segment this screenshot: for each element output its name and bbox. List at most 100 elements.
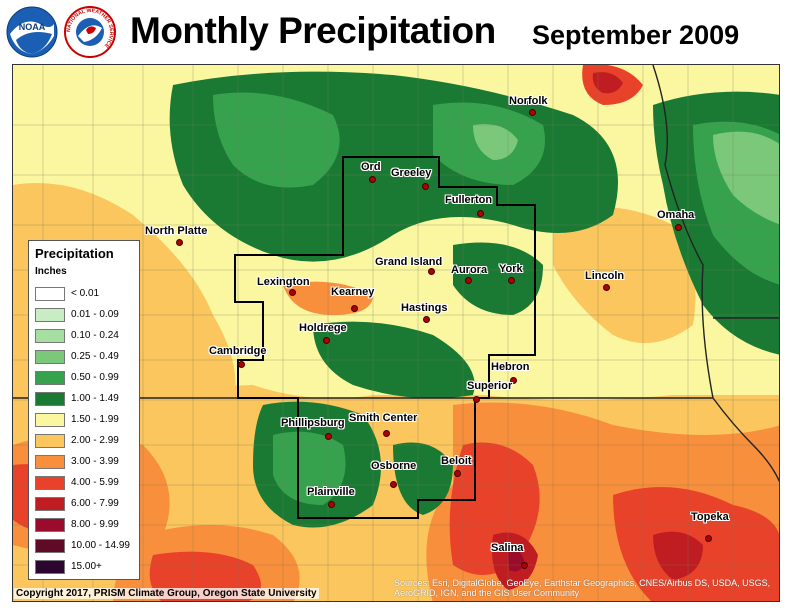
noaa-logo-text: NOAA	[19, 22, 46, 32]
legend-swatch	[35, 392, 65, 406]
legend-label: 0.01 - 0.09	[71, 309, 119, 320]
city-label-osborne: Osborne	[371, 460, 417, 472]
legend-swatch	[35, 476, 65, 490]
noaa-logo: NOAA	[6, 6, 58, 58]
legend-units: Inches	[35, 266, 67, 277]
map-title: Monthly Precipitation	[130, 10, 496, 51]
city-label-beloit: Beloit	[441, 455, 472, 467]
precip-zone	[63, 71, 153, 135]
legend-row: 8.00 - 9.99	[35, 518, 139, 533]
city-marker	[675, 224, 682, 231]
city-marker	[176, 239, 183, 246]
city-label-omaha: Omaha	[657, 209, 695, 221]
city-label-aurora: Aurora	[451, 264, 488, 276]
legend-row: 2.00 - 2.99	[35, 434, 139, 449]
legend-row: 0.25 - 0.49	[35, 350, 139, 365]
city-label-cambridge: Cambridge	[209, 345, 267, 357]
legend: Precipitation Inches < 0.01 0.01 - 0.09 …	[28, 240, 140, 580]
legend-swatch	[35, 350, 65, 364]
precip-zone	[393, 442, 453, 515]
city-marker	[422, 183, 429, 190]
city-marker	[473, 396, 480, 403]
legend-row: 0.10 - 0.24	[35, 329, 139, 344]
precip-zone	[473, 124, 518, 160]
header: NOAA NATIONAL WEATHER SERVICE Monthly Pr…	[0, 0, 792, 64]
legend-row: 1.00 - 1.49	[35, 392, 139, 407]
legend-label: 3.00 - 3.99	[71, 456, 119, 467]
legend-swatch	[35, 371, 65, 385]
legend-row: 0.50 - 0.99	[35, 371, 139, 386]
city-marker	[323, 337, 330, 344]
precip-zone	[508, 549, 525, 572]
legend-swatch	[35, 308, 65, 322]
city-marker	[529, 109, 536, 116]
city-label-greeley: Greeley	[391, 167, 432, 179]
precip-zone	[453, 242, 543, 315]
legend-label: 10.00 - 14.99	[71, 540, 130, 551]
city-label-ord: Ord	[361, 161, 381, 173]
legend-label: < 0.01	[71, 288, 100, 299]
city-label-lexington: Lexington	[257, 276, 310, 288]
precip-zone	[553, 207, 696, 343]
legend-swatch	[35, 539, 65, 553]
city-label-superior: Superior	[467, 380, 513, 392]
forecast-area-outline	[234, 156, 536, 519]
legend-label: 1.50 - 1.99	[71, 414, 119, 425]
city-marker	[477, 210, 484, 217]
legend-swatch	[35, 497, 65, 511]
legend-swatch	[35, 329, 65, 343]
city-label-norfolk: Norfolk	[509, 95, 548, 107]
city-label-fullerton: Fullerton	[445, 194, 493, 206]
map-period: September 2009	[532, 20, 740, 50]
city-marker	[510, 377, 517, 384]
city-marker	[465, 277, 472, 284]
city-label-smith-center: Smith Center	[349, 412, 418, 424]
city-label-salina: Salina	[491, 542, 524, 554]
city-label-grand-island: Grand Island	[375, 256, 443, 268]
city-marker	[325, 433, 332, 440]
legend-swatch	[35, 434, 65, 448]
city-marker	[423, 316, 430, 323]
legend-label: 4.00 - 5.99	[71, 477, 119, 488]
city-marker	[454, 470, 461, 477]
city-marker	[238, 361, 245, 368]
legend-label: 8.00 - 9.99	[71, 519, 119, 530]
city-marker	[328, 501, 335, 508]
city-marker	[351, 305, 358, 312]
precip-zone	[592, 72, 623, 94]
basemap-sources: Sources: Esri, DigitalGlobe, GeoEye, Ear…	[394, 578, 771, 598]
legend-label: 0.10 - 0.24	[71, 330, 119, 341]
legend-row: 6.00 - 7.99	[35, 497, 139, 512]
legend-label: 6.00 - 7.99	[71, 498, 119, 509]
city-label-york: York	[499, 263, 523, 275]
city-label-holdrege: Holdrege	[299, 322, 347, 334]
city-marker	[428, 268, 435, 275]
legend-row: 3.00 - 3.99	[35, 455, 139, 470]
legend-row: 15.00+	[35, 560, 139, 575]
city-marker	[521, 562, 528, 569]
legend-swatch	[35, 560, 65, 574]
city-marker	[369, 176, 376, 183]
copyright-notice: Copyright 2017, PRISM Climate Group, Ore…	[14, 588, 319, 599]
legend-swatch	[35, 518, 65, 532]
precip-zone	[713, 131, 779, 225]
city-label-topeka: Topeka	[691, 511, 729, 523]
legend-label: 2.00 - 2.99	[71, 435, 119, 446]
city-marker	[383, 430, 390, 437]
city-marker	[390, 481, 397, 488]
legend-row: 1.50 - 1.99	[35, 413, 139, 428]
legend-row: < 0.01	[35, 287, 139, 302]
city-label-hastings: Hastings	[401, 302, 448, 314]
city-marker	[603, 284, 610, 291]
city-label-plainville: Plainville	[307, 486, 355, 498]
city-marker	[705, 535, 712, 542]
city-label-phillipsburg: Phillipsburg	[281, 417, 345, 429]
city-marker	[289, 289, 296, 296]
legend-label: 0.25 - 0.49	[71, 351, 119, 362]
nws-logo: NATIONAL WEATHER SERVICE	[64, 6, 116, 58]
city-label-north-platte: North Platte	[145, 225, 208, 237]
city-label-kearney: Kearney	[331, 286, 375, 298]
city-marker	[508, 277, 515, 284]
legend-row: 4.00 - 5.99	[35, 476, 139, 491]
legend-swatch	[35, 413, 65, 427]
